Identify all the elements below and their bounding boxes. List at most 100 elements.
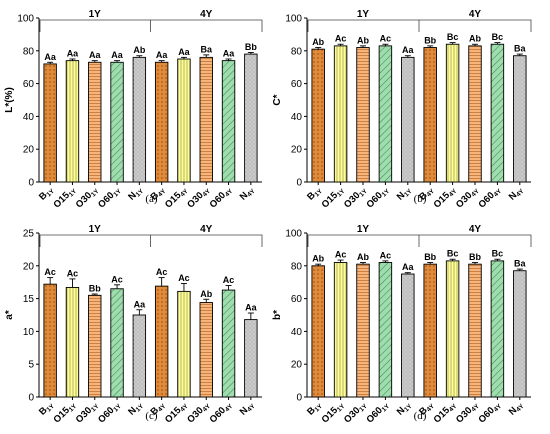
x-tick-label: O601Y	[96, 399, 123, 426]
data-label: Ac	[380, 250, 392, 260]
x-tick-label: O604Y	[208, 399, 235, 426]
x-tick-label: O601Y	[96, 184, 123, 211]
bar	[356, 47, 370, 183]
group-bracket	[39, 234, 263, 247]
data-label: Ac	[67, 268, 79, 278]
x-tick-label: O604Y	[208, 184, 235, 211]
data-label: Bb	[424, 35, 436, 45]
data-label: Aa	[89, 50, 101, 60]
data-label: Bb	[424, 252, 436, 262]
y-axis-label: a*	[4, 310, 15, 320]
bar	[177, 58, 191, 183]
data-label: Aa	[67, 49, 79, 59]
x-tick-label: O604Y	[476, 399, 503, 426]
panel-caption: (c)	[145, 410, 158, 422]
data-label: Ab	[312, 254, 324, 264]
bar	[199, 302, 213, 398]
group-label: 1Y	[357, 224, 370, 235]
x-tick-label: N1Y	[395, 184, 414, 203]
y-tick-label: 0	[28, 393, 34, 404]
x-tick-label: O151Y	[51, 184, 78, 211]
x-tick-label: O304Y	[185, 399, 212, 426]
data-label: Ab	[357, 252, 369, 262]
bar	[65, 286, 80, 398]
y-tick-label: 40	[291, 112, 303, 123]
bar	[43, 283, 57, 398]
bar	[468, 263, 482, 398]
y-tick-label: 40	[23, 112, 35, 123]
data-label: Ac	[335, 250, 347, 260]
y-axis-label: L*(%)	[4, 87, 15, 113]
x-tick-label: O604Y	[476, 184, 503, 211]
x-tick-label: O601Y	[364, 184, 391, 211]
data-label: Ac	[335, 34, 347, 44]
x-tick-label: N1Y	[395, 399, 414, 418]
bar	[110, 61, 124, 183]
y-tick-label: 60	[23, 79, 35, 90]
bar	[445, 260, 460, 398]
y-tick-label: 100	[285, 229, 302, 240]
panel-caption: (d)	[414, 410, 427, 422]
group-bracket	[307, 19, 532, 32]
data-label: Aa	[402, 262, 414, 272]
group-label: 4Y	[200, 9, 213, 20]
panel-caption: (b)	[414, 193, 427, 205]
bar	[43, 63, 57, 183]
y-tick-label: 0	[296, 178, 302, 189]
data-label: Aa	[111, 50, 123, 60]
bar	[423, 47, 437, 183]
y-tick-label: 80	[291, 46, 303, 57]
y-tick-label: 100	[285, 14, 302, 25]
x-tick-label: O154Y	[163, 184, 190, 211]
bar	[65, 60, 80, 183]
data-label: Ab	[133, 45, 145, 55]
y-tick-label: 0	[296, 393, 302, 404]
bar	[88, 294, 102, 398]
data-label: Ac	[156, 267, 168, 277]
data-label: Bb	[469, 252, 481, 262]
bar	[468, 45, 482, 183]
x-tick-label: N4Y	[238, 184, 257, 203]
bar	[311, 265, 325, 398]
data-label: Bb	[245, 42, 257, 52]
group-label: 4Y	[469, 224, 482, 235]
panel-caption: (a)	[145, 193, 158, 205]
bar	[88, 61, 102, 183]
x-tick-label: O304Y	[454, 184, 481, 211]
x-tick-label: O151Y	[320, 184, 347, 211]
x-tick-label: O151Y	[320, 399, 347, 426]
bar	[199, 56, 213, 183]
x-tick-label: O154Y	[432, 184, 459, 211]
group-label: 1Y	[357, 9, 370, 20]
x-tick-label: O154Y	[432, 399, 459, 426]
data-label: Ba	[514, 259, 526, 269]
x-tick-label: O304Y	[454, 399, 481, 426]
data-label: Bc	[492, 249, 504, 259]
bar	[132, 56, 147, 183]
x-tick-label: N4Y	[507, 184, 526, 203]
group-label: 4Y	[469, 9, 482, 20]
bar	[356, 263, 370, 398]
bar	[154, 61, 169, 183]
data-label: Ba	[200, 44, 212, 54]
data-label: Ac	[178, 273, 190, 283]
x-tick-label: O601Y	[364, 399, 391, 426]
y-tick-label: 20	[23, 261, 35, 272]
data-label: Aa	[245, 303, 257, 313]
bar	[132, 314, 147, 398]
y-tick-label: 0	[28, 178, 34, 189]
x-tick-label: O301Y	[342, 184, 369, 211]
x-tick-label: O301Y	[74, 184, 101, 211]
y-tick-label: 25	[23, 229, 35, 240]
y-axis-label: C*	[272, 94, 283, 105]
x-tick-label: O154Y	[163, 399, 190, 426]
y-axis-label: b*	[272, 310, 283, 320]
x-tick-label: O151Y	[51, 399, 78, 426]
y-tick-label: 60	[291, 79, 303, 90]
bar	[154, 285, 169, 398]
